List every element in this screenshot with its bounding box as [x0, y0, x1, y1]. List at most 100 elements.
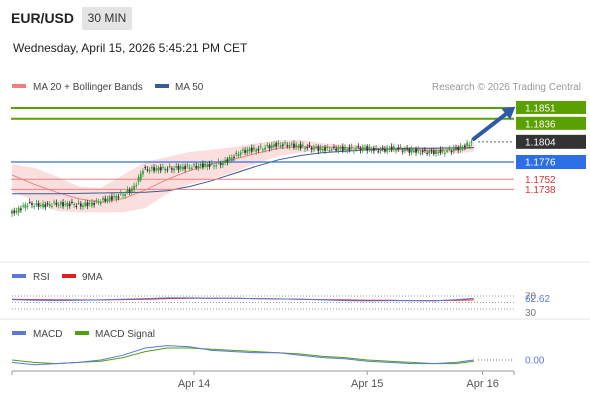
- candle-body: [370, 150, 373, 152]
- price-tag-1836-text: 1.1836: [525, 119, 556, 130]
- candle-body: [57, 204, 60, 206]
- bollinger-band-fill: [12, 139, 474, 213]
- timeframe-badge[interactable]: 30 MIN: [82, 7, 132, 30]
- candle-body: [188, 167, 191, 169]
- candle-body: [417, 149, 420, 152]
- candle-body: [448, 148, 451, 150]
- candle-body: [48, 204, 51, 207]
- macd-legend-swatch: [12, 331, 26, 335]
- candle-body: [321, 149, 324, 151]
- candle-body: [159, 167, 162, 171]
- pair-title: EUR/USD: [11, 10, 75, 26]
- candle-body: [432, 150, 435, 154]
- candle-body: [66, 202, 69, 207]
- candle-body: [324, 147, 326, 151]
- candle-body: [142, 170, 144, 175]
- price-tag-1851-text: 1.1851: [525, 104, 556, 115]
- candle-body: [401, 150, 404, 152]
- candle-body: [82, 205, 84, 208]
- candle-body: [361, 147, 364, 151]
- candle-body: [113, 195, 116, 197]
- candle-body: [317, 146, 320, 151]
- candle-body: [166, 169, 169, 171]
- candle-body: [88, 202, 91, 204]
- candle-body: [304, 147, 306, 149]
- macd-signal-legend-swatch: [75, 331, 89, 335]
- candle-body: [461, 148, 464, 150]
- candle-body: [446, 150, 449, 152]
- candle-body: [28, 201, 31, 203]
- candle-body: [299, 144, 302, 149]
- x-tick-label: Apr 15: [351, 378, 383, 390]
- ma20-legend-swatch: [12, 84, 26, 88]
- price-tag-1776: [516, 155, 586, 169]
- candle-body: [130, 188, 133, 192]
- candle-body: [31, 203, 33, 206]
- rsi-legend-label: RSI: [33, 272, 50, 283]
- candle-body: [375, 147, 377, 149]
- candle-body: [357, 146, 360, 148]
- candle-body: [79, 203, 82, 207]
- candle-body: [195, 165, 198, 168]
- candlesticks: [11, 139, 473, 218]
- candle-body: [53, 201, 56, 203]
- macd-legend-label: MACD: [33, 329, 62, 340]
- candle-body: [326, 146, 329, 148]
- candle-body: [244, 150, 246, 153]
- rsi-tick-30: 30: [525, 308, 537, 319]
- candle-body: [424, 149, 426, 151]
- candle-body: [339, 147, 342, 149]
- candle-body: [261, 149, 264, 151]
- candle-body: [392, 146, 395, 149]
- candle-body: [293, 143, 295, 148]
- candle-body: [457, 147, 460, 151]
- candle-body: [173, 168, 175, 171]
- current-price-text: 1.1804: [525, 137, 556, 148]
- candle-body: [426, 152, 429, 154]
- candle-body: [182, 166, 184, 170]
- candle-body: [199, 163, 202, 166]
- candle-body: [277, 142, 280, 145]
- candle-body: [421, 150, 424, 152]
- datetime-label: Wednesday, April 15, 2026 5:45:21 PM CET: [13, 41, 248, 55]
- candle-body: [230, 157, 233, 162]
- candle-body: [335, 148, 338, 151]
- ma50-line: [12, 147, 474, 195]
- candle-body: [210, 162, 213, 164]
- candle-body: [184, 166, 187, 170]
- candle-body: [73, 204, 76, 206]
- candle-body: [270, 144, 273, 149]
- candle-body: [51, 205, 53, 207]
- candle-body: [124, 194, 127, 196]
- candle-body: [37, 203, 40, 207]
- candle-body: [328, 150, 331, 152]
- candle-body: [19, 208, 22, 211]
- candle-body: [359, 148, 362, 151]
- candle-body: [412, 150, 415, 152]
- candle-body: [64, 203, 67, 205]
- rsi-tick-70: 70: [525, 292, 537, 303]
- candle-body: [62, 202, 64, 207]
- candle-body: [290, 143, 293, 145]
- candle-body: [190, 167, 193, 169]
- candle-body: [42, 203, 44, 208]
- candle-body: [17, 207, 20, 213]
- candle-body: [284, 142, 286, 144]
- x-tick-label: Apr 14: [178, 378, 210, 390]
- candle-body: [217, 161, 220, 163]
- x-axis: Apr 14 Apr 15 Apr 16: [11, 371, 515, 390]
- candle-body: [170, 168, 173, 170]
- candle-body: [259, 146, 262, 148]
- candle-body: [226, 159, 229, 163]
- candle-body: [408, 149, 411, 153]
- macd-signal-line: [11, 347, 474, 365]
- candle-body: [264, 147, 266, 150]
- candle-body: [439, 149, 442, 153]
- candle-body: [419, 152, 422, 154]
- candle-body: [115, 195, 118, 200]
- candle-body: [366, 146, 369, 151]
- candle-body: [193, 164, 195, 166]
- candle-body: [126, 189, 129, 193]
- candle-body: [459, 145, 462, 151]
- candle-body: [406, 147, 409, 149]
